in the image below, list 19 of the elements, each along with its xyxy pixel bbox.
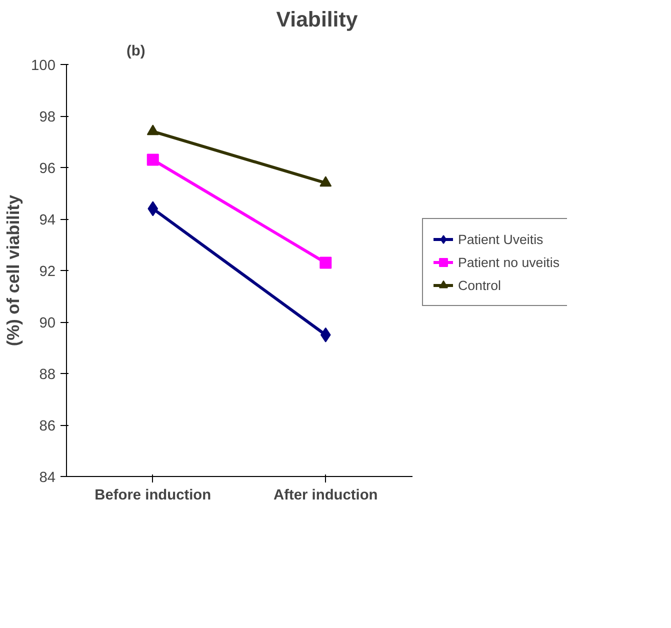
point (320, 256, 332, 269)
y-tick-label: 94 (39, 212, 56, 228)
y-tick-label: 90 (39, 316, 56, 332)
y-tick-label: 98 (39, 110, 56, 126)
y-tick-label: 84 (39, 470, 56, 486)
legend-label: Control (458, 278, 501, 292)
y-axis-title: (%) of cell viability (3, 194, 24, 346)
legend-label: Patient Uveitis (458, 232, 544, 246)
x-tick-label: After induction (274, 488, 378, 504)
y-tick-label: 92 (39, 264, 56, 280)
y-tick-label: 96 (39, 161, 56, 177)
y-tick-label: 88 (39, 367, 56, 383)
point (146, 154, 159, 166)
chart-title: Viability (276, 8, 358, 32)
legend-label: Patient no uveitis (458, 254, 560, 270)
x-tick-label: Before induction (94, 488, 212, 504)
y-tick-label: 86 (39, 418, 56, 434)
y-tick-label: 100 (31, 58, 56, 74)
text: (b) (126, 44, 146, 60)
